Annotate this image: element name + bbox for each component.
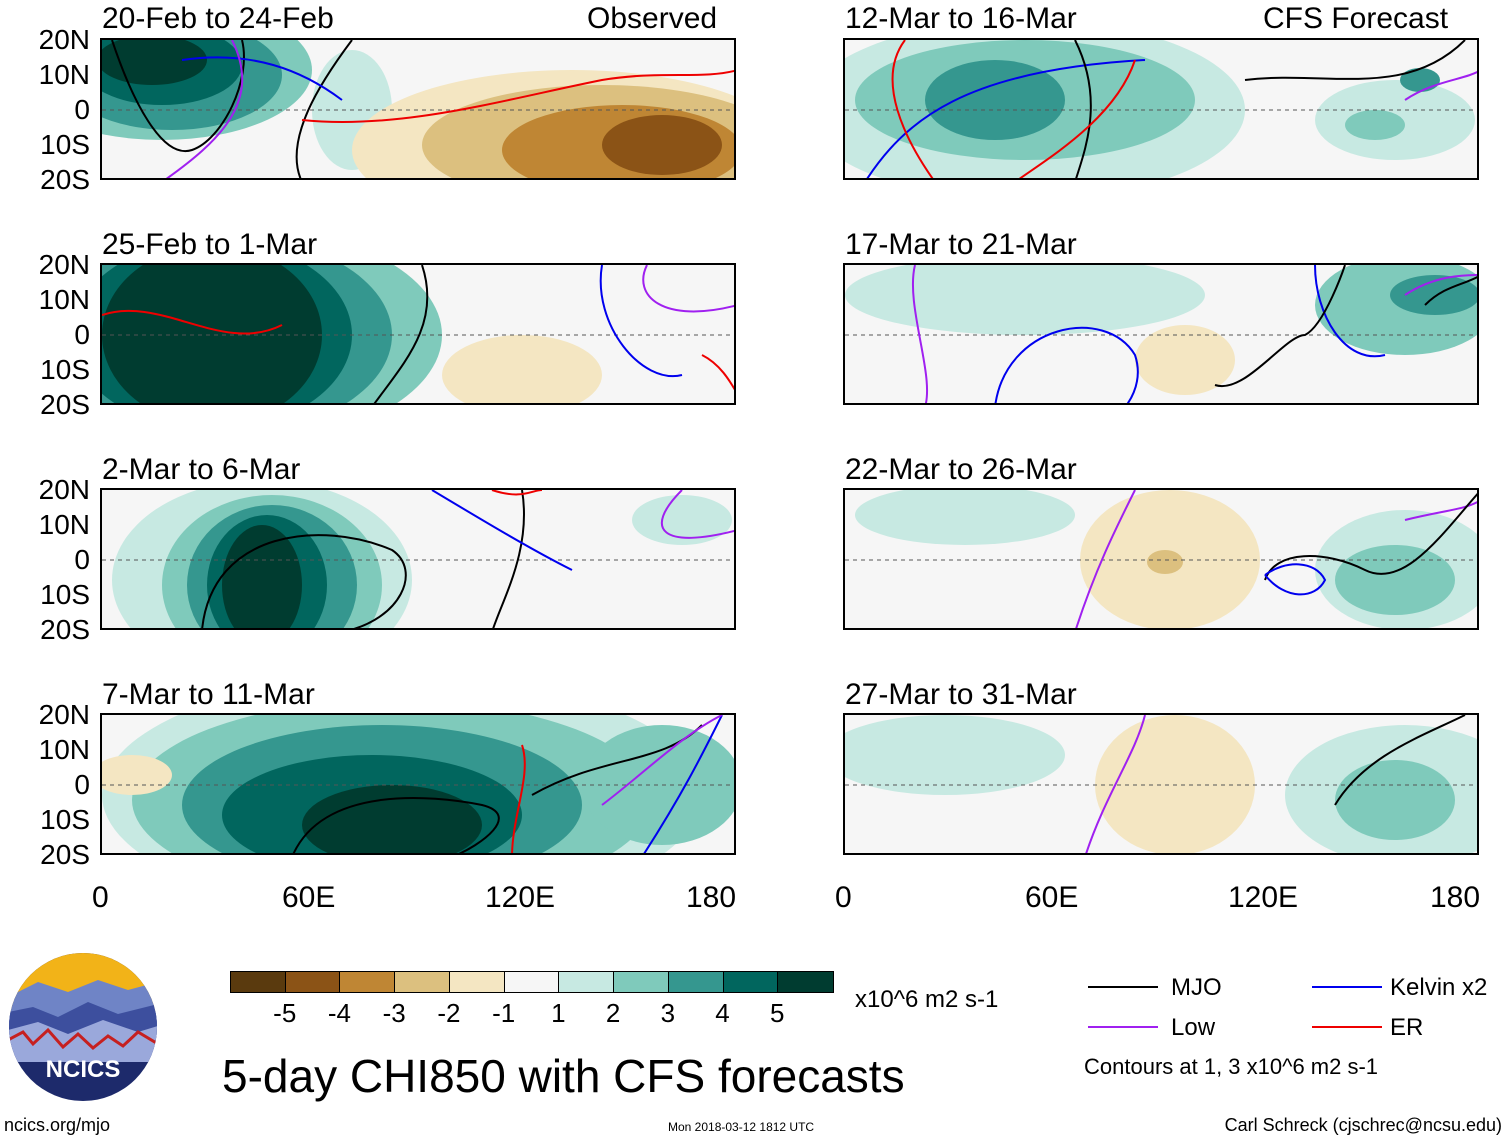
colorbar-label: -3	[382, 998, 406, 1028]
colorbar-cell	[668, 972, 724, 992]
y-tick-label: 20S	[40, 389, 90, 420]
map-panel	[100, 488, 736, 630]
map-panel	[843, 488, 1479, 630]
y-tick-label: 0	[74, 544, 90, 575]
panel-graphic	[102, 715, 734, 853]
cfs-forecast-label: CFS Forecast	[1263, 2, 1449, 35]
legend-label-low: Low	[1171, 1014, 1216, 1041]
colorbar-label: 2	[605, 998, 621, 1028]
y-tick-label: 10N	[38, 284, 90, 315]
y-tick-label: 10S	[40, 129, 90, 160]
panel-graphic	[102, 490, 734, 628]
y-tick-label: 20N	[38, 24, 90, 55]
y-tick-label: 10N	[38, 734, 90, 765]
map-panel	[843, 713, 1479, 855]
y-tick-label: 0	[74, 94, 90, 125]
panel-title-4: 7-Mar to 11-Mar	[102, 678, 315, 711]
y-tick-label: 20N	[38, 249, 90, 280]
panel-graphic	[845, 490, 1477, 628]
panel-graphic	[102, 265, 734, 403]
panel-graphic	[102, 40, 734, 178]
panel-title-8: 27-Mar to 31-Mar	[845, 678, 1077, 711]
legend-label-kelvin: Kelvin x2	[1390, 974, 1488, 1001]
legend-label-er: ER	[1390, 1014, 1424, 1041]
y-tick-label: 10S	[40, 579, 90, 610]
colorbar-label: -2	[437, 998, 461, 1028]
map-panel	[843, 38, 1479, 180]
ncics-logo: NCICS	[8, 952, 158, 1102]
legend-label-mjo: MJO	[1171, 974, 1222, 1001]
colorbar-cell	[614, 972, 669, 992]
site-url[interactable]: ncics.org/mjo	[4, 1115, 111, 1135]
x-tick-label: 0	[92, 881, 109, 914]
colorbar-label: 1	[551, 998, 566, 1028]
panel-title-1: 20-Feb to 24-Feb	[102, 2, 334, 35]
colorbar-cell	[723, 972, 779, 992]
colorbar	[230, 971, 834, 993]
y-tick-label: 20S	[40, 614, 90, 645]
panel-title-5: 12-Mar to 16-Mar	[845, 2, 1077, 35]
panel-title-6: 17-Mar to 21-Mar	[845, 228, 1077, 261]
logo-text: NCICS	[46, 1056, 121, 1083]
colorbar-cell	[231, 972, 286, 992]
colorbar-label: 5	[770, 998, 785, 1028]
legend-swatch-low	[1088, 1026, 1158, 1028]
contour-note: Contours at 1, 3 x10^6 m2 s-1	[1084, 1054, 1379, 1079]
x-tick-label: 60E	[1025, 881, 1079, 914]
y-tick-label: 0	[74, 769, 90, 800]
colorbar-cell	[449, 972, 505, 992]
y-tick-label: 10S	[40, 804, 90, 835]
colorbar-cell	[778, 972, 833, 992]
colorbar-cell	[285, 972, 341, 992]
timestamp: Mon 2018-03-12 1812 UTC	[668, 1120, 815, 1134]
y-tick-label: 20S	[40, 839, 90, 870]
colorbar-label: 4	[715, 998, 730, 1028]
colorbar-cell	[340, 972, 396, 992]
map-panel	[100, 38, 736, 180]
map-panel	[100, 713, 736, 855]
chart-title: 5-day CHI850 with CFS forecasts	[222, 1050, 905, 1102]
legend-swatch-er	[1312, 1026, 1382, 1028]
x-tick-label: 0	[835, 881, 852, 914]
x-tick-label: 60E	[282, 881, 336, 914]
y-tick-label: 20S	[40, 164, 90, 195]
x-tick-label: 180	[686, 881, 737, 914]
panel-graphic	[845, 265, 1477, 403]
y-tick-label: 10S	[40, 354, 90, 385]
logo-graphic: NCICS	[9, 953, 157, 1101]
x-tick-label: 120E	[1228, 881, 1299, 914]
colorbar-cell	[504, 972, 560, 992]
y-tick-label: 10N	[38, 509, 90, 540]
x-tick-label: 180	[1430, 881, 1481, 914]
panel-title-7: 22-Mar to 26-Mar	[845, 453, 1077, 486]
map-panel	[100, 263, 736, 405]
panel-title-2: 25-Feb to 1-Mar	[102, 228, 318, 261]
colorbar-label: -5	[273, 998, 297, 1028]
y-tick-label: 20N	[38, 699, 90, 730]
colorbar-labels: -5 -4 -3 -2 -1 1 2 3 4 5	[230, 1000, 834, 1030]
panel-graphic	[845, 715, 1477, 853]
panel-graphic	[845, 40, 1477, 178]
panel-title-3: 2-Mar to 6-Mar	[102, 453, 301, 486]
colorbar-cell	[395, 972, 450, 992]
x-tick-label: 120E	[485, 881, 556, 914]
legend-swatch-kelvin	[1312, 986, 1382, 988]
units-label: x10^6 m2 s-1	[855, 986, 999, 1013]
y-tick-label: 20N	[38, 474, 90, 505]
y-tick-label: 10N	[38, 59, 90, 90]
legend-swatch-mjo	[1088, 986, 1158, 988]
colorbar-label: -4	[327, 998, 352, 1028]
colorbar-label: -1	[492, 998, 516, 1028]
colorbar-label: 3	[660, 998, 676, 1028]
observed-label: Observed	[587, 2, 718, 35]
author-credit: Carl Schreck (cjschrec@ncsu.edu)	[1224, 1115, 1502, 1135]
colorbar-cell	[559, 972, 615, 992]
map-panel	[843, 263, 1479, 405]
y-tick-label: 0	[74, 319, 90, 350]
